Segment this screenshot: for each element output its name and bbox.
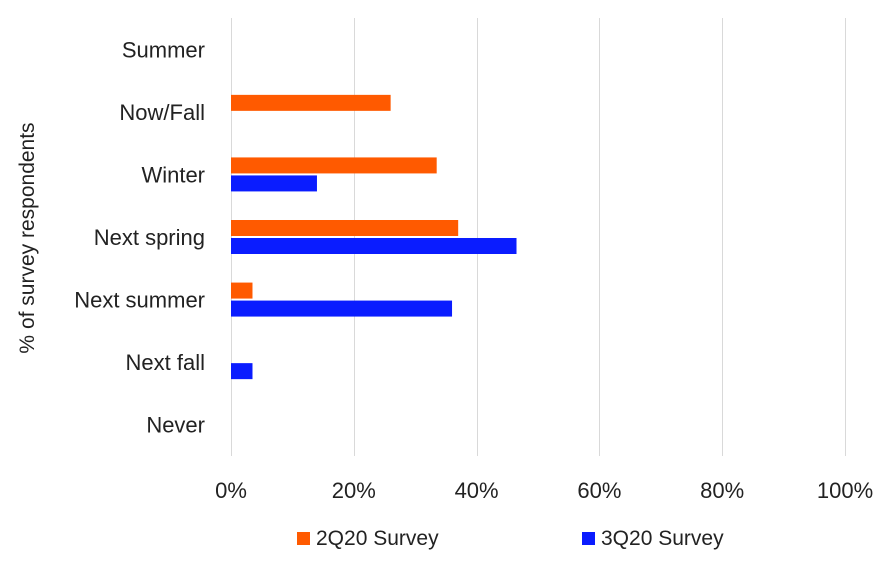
gridlines bbox=[231, 18, 846, 456]
bar-2 bbox=[231, 363, 253, 380]
bar-1 bbox=[231, 282, 253, 299]
category-label: Next spring bbox=[94, 225, 205, 250]
legend: 2Q20 Survey 3Q20 Survey bbox=[297, 527, 724, 550]
category-label: Next summer bbox=[74, 288, 205, 313]
x-tick-label: 40% bbox=[455, 478, 499, 503]
category-label: Next fall bbox=[126, 350, 205, 375]
category-label: Summer bbox=[122, 37, 205, 62]
category-label: Now/Fall bbox=[119, 100, 205, 125]
bar-1 bbox=[231, 94, 391, 111]
category-label: Winter bbox=[141, 162, 205, 187]
legend-swatch bbox=[582, 532, 595, 545]
x-tick-label: 20% bbox=[332, 478, 376, 503]
bar-1 bbox=[231, 157, 437, 174]
bars bbox=[231, 94, 517, 380]
legend-swatch bbox=[297, 532, 310, 545]
x-tick-label: 60% bbox=[577, 478, 621, 503]
x-tick-label: 80% bbox=[700, 478, 744, 503]
y-axis-title: % of survey respondents bbox=[16, 122, 39, 353]
category-labels: Summer Now/Fall Winter Next spring Next summ… bbox=[74, 37, 205, 437]
bar-2 bbox=[231, 238, 517, 254]
x-tick-label: 100% bbox=[817, 478, 873, 503]
bar-2 bbox=[231, 300, 453, 317]
x-tick-label: 0% bbox=[215, 478, 247, 503]
bar-2 bbox=[231, 175, 317, 192]
x-tick-labels: 0% 20% 40% 60% 80% 100% bbox=[215, 478, 873, 503]
category-label: Never bbox=[146, 413, 205, 438]
bar-1 bbox=[231, 220, 459, 236]
legend-label: 3Q20 Survey bbox=[601, 527, 724, 550]
legend-label: 2Q20 Survey bbox=[316, 527, 439, 550]
